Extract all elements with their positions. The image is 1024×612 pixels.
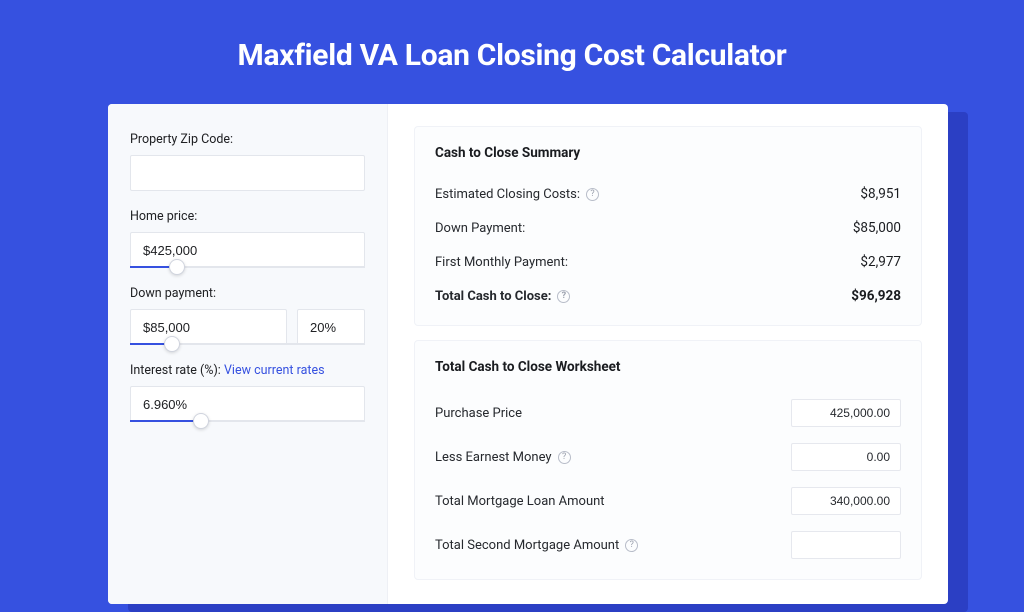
- help-icon[interactable]: ?: [557, 290, 570, 303]
- home-price-field-group: Home price:: [130, 209, 365, 268]
- slider-track: [130, 420, 365, 422]
- help-icon[interactable]: ?: [625, 539, 638, 552]
- worksheet-row-label-text: Less Earnest Money: [435, 450, 552, 465]
- zip-label: Property Zip Code:: [130, 132, 365, 147]
- interest-rate-label-text: Interest rate (%):: [130, 363, 221, 378]
- zip-field-group: Property Zip Code:: [130, 132, 365, 191]
- worksheet-row: Total Second Mortgage Amount ?: [435, 523, 901, 567]
- calculator-card: Property Zip Code: Home price: Down paym…: [108, 104, 948, 604]
- slider-thumb[interactable]: [169, 259, 185, 275]
- summary-section: Cash to Close Summary Estimated Closing …: [414, 126, 922, 326]
- slider-fill: [130, 420, 201, 422]
- worksheet-row: Purchase Price: [435, 391, 901, 435]
- view-rates-link[interactable]: View current rates: [224, 363, 325, 378]
- worksheet-value-input[interactable]: [791, 531, 901, 559]
- summary-row: Down Payment: $85,000: [435, 211, 901, 245]
- interest-rate-slider[interactable]: [130, 420, 365, 422]
- worksheet-row-label: Total Mortgage Loan Amount: [435, 494, 605, 509]
- summary-row-value: $2,977: [860, 254, 901, 270]
- down-payment-pct-input[interactable]: [297, 309, 365, 345]
- worksheet-row-label: Total Second Mortgage Amount ?: [435, 538, 638, 553]
- help-icon[interactable]: ?: [586, 188, 599, 201]
- worksheet-section: Total Cash to Close Worksheet Purchase P…: [414, 340, 922, 580]
- interest-rate-input[interactable]: [130, 386, 365, 422]
- summary-row-label-text: Estimated Closing Costs:: [435, 187, 580, 202]
- slider-thumb[interactable]: [164, 336, 180, 352]
- summary-row-label: First Monthly Payment:: [435, 255, 568, 270]
- inputs-sidebar: Property Zip Code: Home price: Down paym…: [108, 104, 388, 604]
- summary-total-label: Total Cash to Close: ?: [435, 289, 570, 304]
- down-payment-label: Down payment:: [130, 286, 365, 301]
- worksheet-row: Total Mortgage Loan Amount: [435, 479, 901, 523]
- summary-row-label: Estimated Closing Costs: ?: [435, 187, 599, 202]
- worksheet-row-label: Less Earnest Money ?: [435, 450, 571, 465]
- worksheet-value-input[interactable]: [791, 443, 901, 471]
- summary-row: First Monthly Payment: $2,977: [435, 245, 901, 279]
- worksheet-row-label-text: Total Second Mortgage Amount: [435, 538, 619, 553]
- summary-total-row: Total Cash to Close: ? $96,928: [435, 279, 901, 313]
- summary-total-value: $96,928: [851, 288, 901, 304]
- slider-track: [130, 266, 365, 268]
- summary-row: Estimated Closing Costs: ? $8,951: [435, 177, 901, 211]
- worksheet-value-input[interactable]: [791, 399, 901, 427]
- down-payment-slider[interactable]: [130, 343, 365, 345]
- home-price-label: Home price:: [130, 209, 365, 224]
- worksheet-heading: Total Cash to Close Worksheet: [435, 359, 901, 375]
- summary-row-value: $8,951: [860, 186, 901, 202]
- summary-total-label-text: Total Cash to Close:: [435, 289, 551, 304]
- worksheet-value-input[interactable]: [791, 487, 901, 515]
- down-payment-input[interactable]: [130, 309, 287, 345]
- interest-rate-field-group: Interest rate (%): View current rates: [130, 363, 365, 422]
- page-title: Maxfield VA Loan Closing Cost Calculator: [0, 0, 1024, 73]
- slider-thumb[interactable]: [193, 413, 209, 429]
- summary-row-label: Down Payment:: [435, 221, 525, 236]
- zip-input[interactable]: [130, 155, 365, 191]
- summary-heading: Cash to Close Summary: [435, 145, 901, 161]
- interest-rate-label: Interest rate (%): View current rates: [130, 363, 365, 378]
- worksheet-row: Less Earnest Money ?: [435, 435, 901, 479]
- summary-row-value: $85,000: [853, 220, 901, 236]
- results-panel: Cash to Close Summary Estimated Closing …: [388, 104, 948, 604]
- worksheet-row-label: Purchase Price: [435, 406, 522, 421]
- help-icon[interactable]: ?: [558, 451, 571, 464]
- home-price-input[interactable]: [130, 232, 365, 268]
- home-price-slider[interactable]: [130, 266, 365, 268]
- down-payment-field-group: Down payment:: [130, 286, 365, 345]
